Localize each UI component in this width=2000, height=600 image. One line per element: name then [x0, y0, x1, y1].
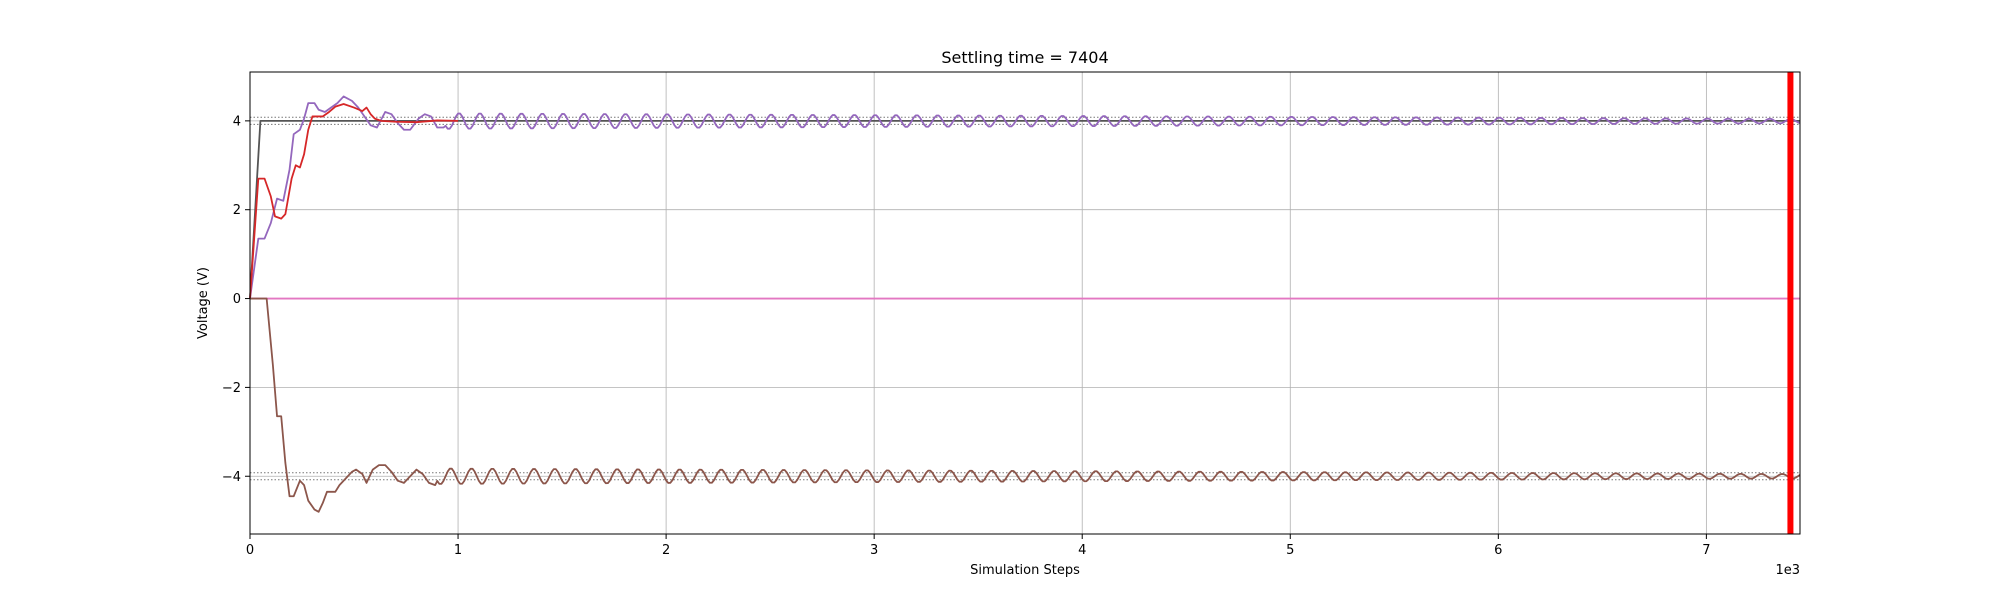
y-tick-label: −4	[222, 470, 241, 485]
chart-title: Settling time = 7404	[941, 48, 1108, 67]
x-tick-label: 6	[1494, 543, 1502, 558]
x-tick-label: 4	[1078, 543, 1086, 558]
x-tick-label: 7	[1702, 543, 1710, 558]
y-tick-label: 4	[233, 114, 241, 129]
y-tick-label: 2	[233, 203, 241, 218]
series-line-4	[249, 103, 459, 299]
plot-frame	[249, 71, 1801, 535]
tick-layer: 0 1 2 3 4 5 6 7 −4 −2 0 2 4	[222, 114, 1711, 558]
x-axis-label: Simulation Steps	[970, 563, 1080, 578]
series-line-5	[250, 297, 1801, 513]
y-axis-label: Voltage (V)	[196, 267, 211, 339]
x-tick-label: 5	[1286, 543, 1294, 558]
y-tick-label: 0	[233, 292, 241, 307]
x-tick-label: 1	[454, 543, 462, 558]
x-tick-label: 3	[870, 543, 878, 558]
x-axis-offset-text: 1e3	[1775, 563, 1800, 578]
x-tick-label: 2	[662, 543, 670, 558]
series-line-3	[249, 95, 1801, 299]
x-tick-label: 0	[246, 543, 254, 558]
series-layer	[249, 95, 1801, 513]
grid-layer	[249, 72, 1800, 534]
y-tick-label: −2	[222, 381, 241, 396]
